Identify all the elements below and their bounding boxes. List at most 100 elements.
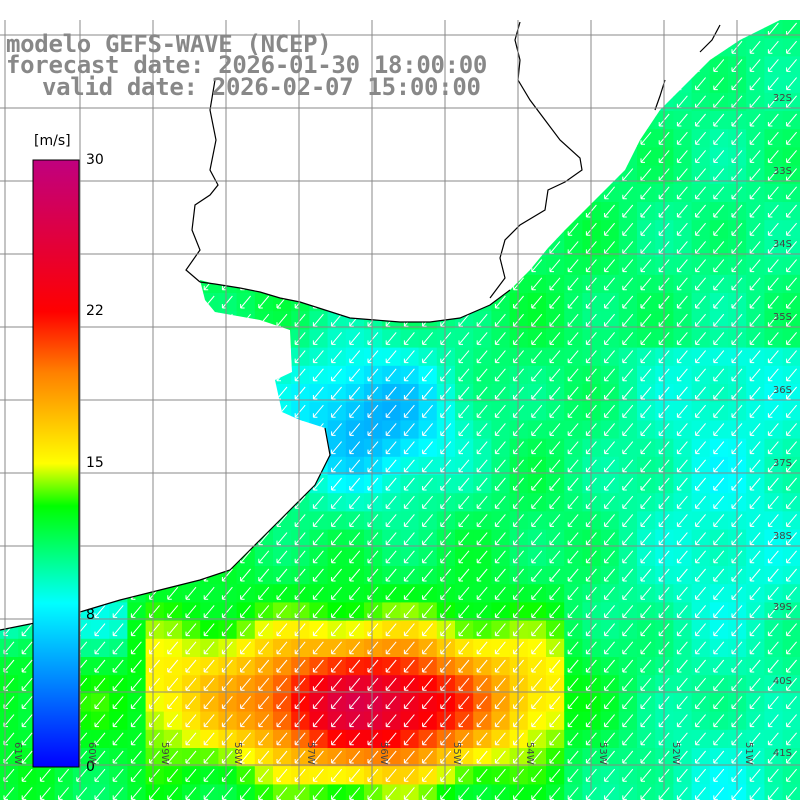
wind-arrow (240, 423, 251, 436)
wind-arrow (203, 514, 215, 527)
wind-cell (163, 274, 183, 294)
wind-arrow (476, 22, 488, 36)
wind-arrow (349, 150, 361, 163)
colorbar-tick-label: 0 (86, 759, 95, 775)
wind-arrow (39, 768, 51, 782)
wind-cell (327, 147, 347, 167)
wind-arrow (349, 241, 361, 254)
wind-cell (455, 129, 474, 148)
wind-arrow (458, 241, 470, 254)
wind-arrow (695, 750, 706, 764)
wind-cell (618, 111, 638, 130)
colorbar-tick-label: 30 (86, 152, 104, 168)
wind-arrow (403, 113, 415, 127)
wind-arrow (713, 131, 725, 145)
wind-cell (218, 202, 238, 221)
wind-cell (109, 438, 128, 458)
wind-arrow (713, 532, 725, 546)
wind-arrow (240, 641, 251, 655)
wind-arrow (786, 441, 797, 455)
wind-arrow (221, 204, 233, 218)
wind-arrow (513, 295, 524, 309)
wind-arrow (786, 404, 797, 418)
wind-arrow (349, 750, 361, 764)
wind-arrow (640, 131, 652, 145)
wind-arrow (622, 222, 634, 236)
wind-cell (145, 129, 165, 148)
wind-cell (618, 147, 638, 167)
wind-arrow (185, 404, 197, 418)
wind-arrow (221, 532, 233, 546)
wind-arrow (276, 150, 288, 163)
wind-cell (145, 402, 165, 421)
wind-arrow (440, 277, 452, 291)
wind-arrow (240, 168, 251, 182)
wind-arrow (112, 459, 124, 473)
wind-cell (400, 20, 420, 39)
wind-cell (582, 20, 602, 39)
wind-arrow (258, 186, 270, 200)
wind-arrow (494, 404, 506, 418)
wind-arrow (513, 368, 524, 382)
wind-cell (455, 147, 474, 167)
wind-arrow (221, 514, 233, 527)
wind-arrow (440, 423, 452, 436)
wind-arrow (458, 623, 470, 637)
wind-arrow (240, 259, 251, 273)
wind-arrow (549, 768, 561, 782)
wind-arrow (422, 441, 433, 455)
wind-cell (473, 20, 492, 39)
wind-arrow (331, 241, 342, 254)
wind-arrow (94, 441, 106, 455)
wind-arrow (513, 623, 524, 637)
wind-arrow (276, 659, 288, 673)
wind-cell (509, 129, 529, 148)
wind-cell (418, 20, 438, 39)
wind-arrow (440, 586, 452, 600)
wind-arrow (403, 732, 415, 746)
wind-arrow (112, 332, 124, 345)
wind-arrow (531, 568, 543, 582)
wind-arrow (185, 386, 197, 400)
wind-cell (0, 438, 19, 458)
wind-arrow (494, 495, 506, 509)
wind-cell (582, 183, 602, 203)
wind-arrow (476, 259, 488, 273)
wind-arrow (94, 659, 106, 673)
wind-arrow (713, 714, 725, 728)
wind-arrow (440, 241, 452, 254)
wind-cell (273, 202, 292, 221)
wind-arrow (422, 459, 433, 473)
wind-arrow (331, 514, 342, 527)
wind-arrow (167, 368, 179, 382)
wind-arrow (185, 368, 197, 382)
wind-arrow (112, 514, 124, 527)
wind-cell (0, 147, 19, 167)
wind-arrow (549, 514, 561, 527)
wind-arrow (767, 641, 779, 655)
wind-arrow (440, 750, 452, 764)
wind-arrow (713, 768, 725, 782)
wind-arrow (713, 641, 725, 655)
wind-arrow (622, 313, 634, 327)
wind-arrow (349, 768, 361, 782)
wind-arrow (749, 113, 761, 127)
wind-arrow (385, 204, 397, 218)
wind-cell (163, 147, 183, 167)
wind-arrow (531, 113, 543, 127)
wind-cell (218, 475, 238, 494)
wind-arrow (385, 459, 397, 473)
wind-cell (273, 475, 292, 494)
wind-arrow (749, 313, 761, 327)
wind-arrow (403, 168, 415, 182)
wind-cell (0, 420, 19, 440)
wind-cell (145, 547, 165, 567)
wind-arrow (94, 277, 106, 291)
wind-arrow (312, 787, 324, 800)
wind-arrow (240, 495, 251, 509)
wind-arrow (112, 423, 124, 436)
wind-arrow (676, 131, 688, 145)
wind-cell (0, 220, 19, 239)
wind-arrow (531, 386, 543, 400)
wind-arrow (94, 696, 106, 709)
